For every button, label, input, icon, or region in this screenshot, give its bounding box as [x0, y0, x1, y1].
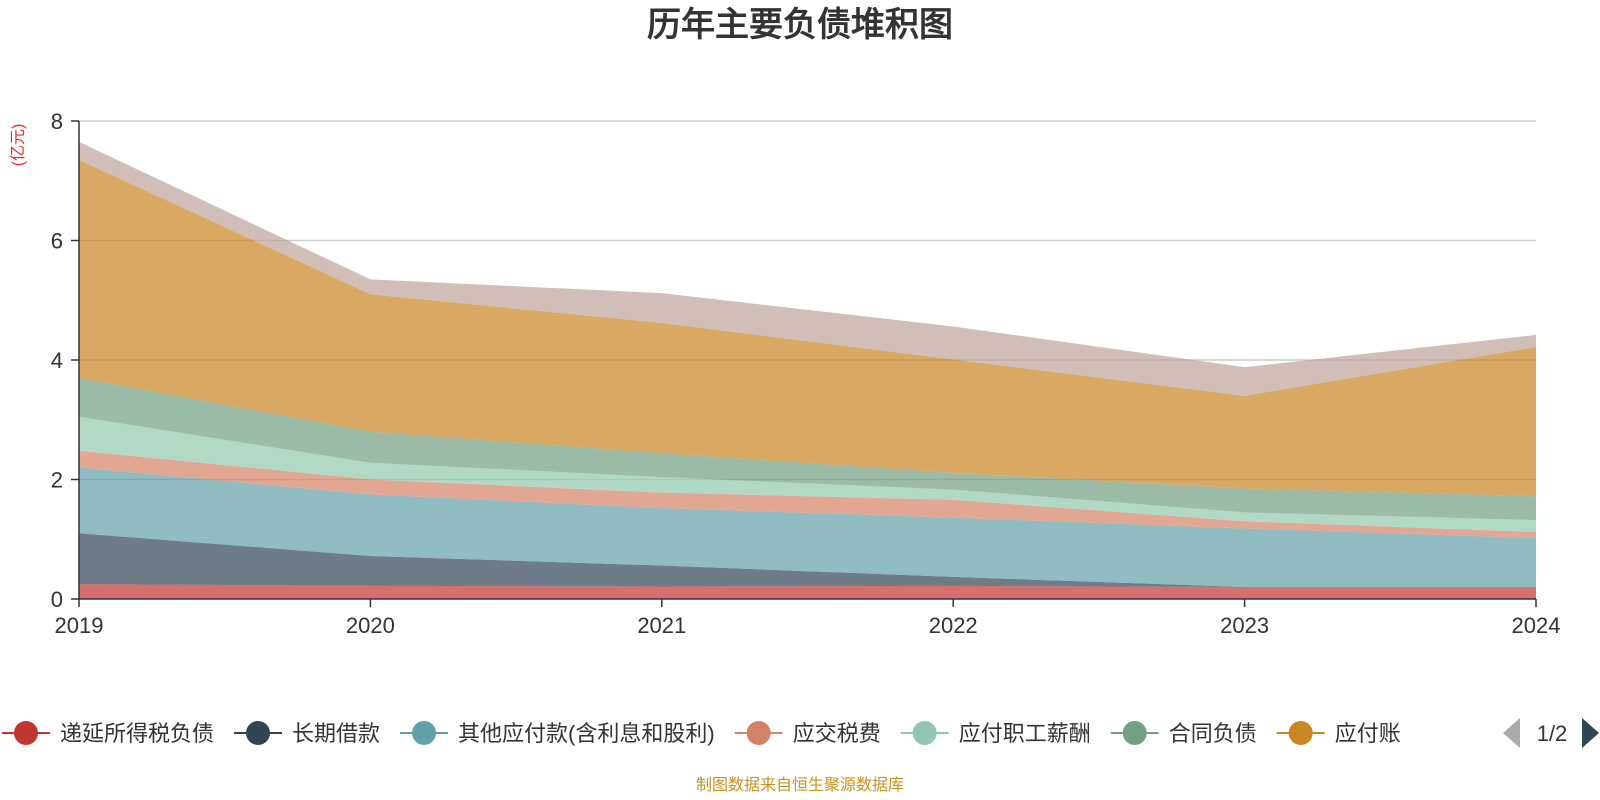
legend-next-page-icon[interactable] [1582, 718, 1599, 748]
area-递延所得税负债 [79, 584, 1536, 599]
axes: 0 2 4 6 8 2019 2020 2021 2022 2023 2024 [51, 109, 1561, 638]
y-tick-label: 2 [51, 468, 63, 493]
legend-item[interactable]: 递延所得税负债 [2, 721, 214, 746]
area-应交税费 [79, 450, 1536, 539]
legend-page-indicator: 1/2 [1537, 721, 1568, 746]
area-合同负债 [79, 377, 1536, 521]
x-tick-label: 2021 [637, 613, 686, 638]
legend-item[interactable]: 其他应付款(含利息和股利) [400, 721, 715, 746]
x-tick-label: 2023 [1220, 613, 1269, 638]
legend-items: 递延所得税负债 长期借款 其他应付款(含利息和股利) 应交税费 应付职工薪酬 合同负债 应付… [2, 721, 1401, 746]
x-tick-label: 2022 [929, 613, 978, 638]
x-tick-label: 2020 [346, 613, 395, 638]
x-tick-label: 2019 [55, 613, 104, 638]
unit-label: (亿元) [9, 124, 27, 167]
area-长期借款 [79, 533, 1536, 588]
y-tick-label: 6 [51, 229, 63, 254]
legend-label: 其他应付款(含利息和股利) [458, 721, 715, 746]
area-series [79, 141, 1536, 396]
y-tick-label: 8 [51, 109, 63, 134]
x-tick-label: 2024 [1512, 613, 1561, 638]
y-tick-label: 0 [51, 587, 63, 612]
legend-label: 递延所得税负债 [60, 721, 214, 746]
legend-label: 应交税费 [793, 721, 881, 746]
legend-item[interactable]: 长期借款 [234, 721, 380, 746]
legend-prev-page-icon[interactable] [1503, 718, 1520, 748]
chart-title: 历年主要负债堆积图 [647, 6, 953, 44]
legend-circle-icon [1288, 721, 1313, 745]
legend-label: 长期借款 [292, 721, 380, 746]
area-应付账款 [79, 159, 1536, 497]
legend-circle-icon [912, 721, 937, 745]
legend-circle-icon [412, 721, 437, 745]
legend-label: 合同负债 [1169, 721, 1257, 746]
legend-circle-icon [746, 721, 771, 745]
legend-item[interactable]: 应付账 [1276, 721, 1401, 746]
legend-label: 应付职工薪酬 [959, 721, 1091, 746]
legend: 递延所得税负债 长期借款 其他应付款(含利息和股利) 应交税费 应付职工薪酬 合同负债 应付… [2, 718, 1599, 748]
legend-circle-icon [14, 721, 38, 745]
area-其他应付款(含利息和股利) [79, 467, 1536, 588]
legend-item[interactable]: 合同负债 [1110, 721, 1257, 746]
source-note: 制图数据来自恒生聚源数据库 [696, 776, 904, 794]
legend-circle-icon [246, 721, 271, 745]
y-tick-label: 4 [51, 348, 63, 373]
legend-item[interactable]: 应交税费 [734, 721, 881, 746]
legend-item[interactable]: 应付职工薪酬 [900, 721, 1091, 746]
area-应付职工薪酬 [79, 416, 1536, 533]
legend-circle-icon [1122, 721, 1147, 745]
area-series [79, 141, 1536, 599]
legend-label: 应付账 [1335, 721, 1401, 746]
